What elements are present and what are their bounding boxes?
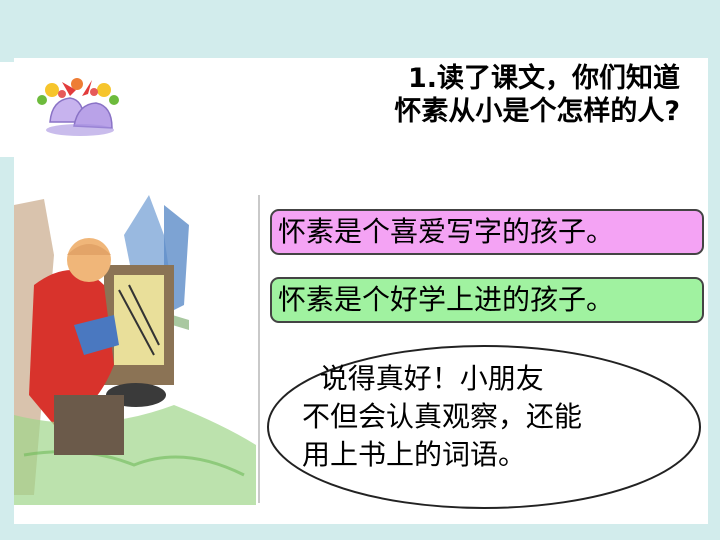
answer-box-1: 怀素是个喜爱写字的孩子。 [270,209,704,255]
question-text: 1.读了课文，你们知道 怀素从小是个怎样的人? [300,62,680,128]
praise-line-3: 用上书上的词语。 [302,438,527,471]
question-line-1: 1.读了课文，你们知道 [407,63,680,94]
vertical-divider [258,195,260,503]
bells-with-flowers-icon [37,78,119,136]
praise-line-1: 说得真好！小朋友 [302,362,544,395]
answer-box-2: 怀素是个好学上进的孩子。 [270,277,704,323]
boy-writing-calligraphy-illustration [14,195,256,505]
praise-line-2: 不但会认真观察，还能 [302,400,583,433]
question-line-2: 怀素从小是个怎样的人? [394,96,680,127]
praise-text: 说得真好！小朋友 不但会认真观察，还能 用上书上的词语。 [302,360,682,474]
praise-speech-bubble [267,345,701,509]
